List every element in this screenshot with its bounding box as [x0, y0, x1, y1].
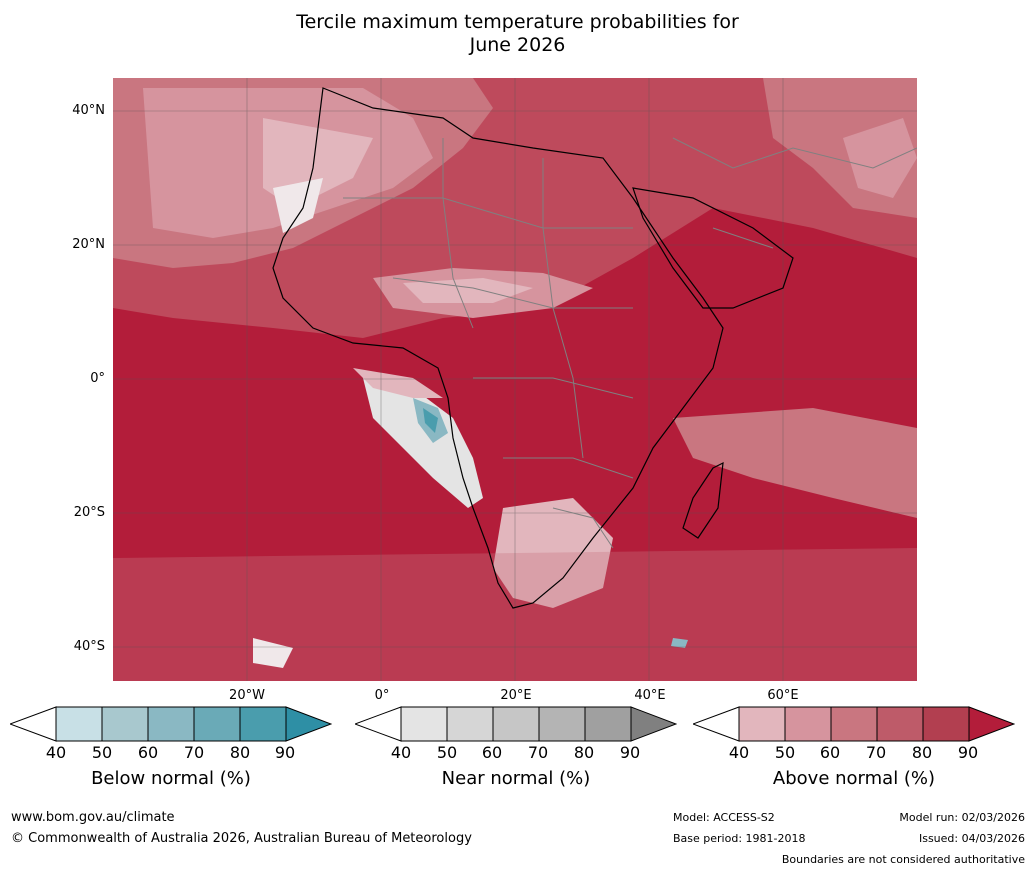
- lat-label-20s: 20°S: [73, 505, 105, 520]
- above-normal-70-indian: [673, 408, 917, 518]
- tick-above-90: 90: [957, 743, 979, 762]
- cbar-below-min-tip: [8, 706, 57, 742]
- colorbar-near-normal: [353, 706, 678, 746]
- above-normal-50-angola: [353, 368, 443, 398]
- tick-near-70: 70: [527, 743, 549, 762]
- lat-label-40s: 40°S: [73, 639, 105, 654]
- arabia-coastline: [632, 187, 794, 309]
- cbar-near-min-tip: [353, 706, 402, 742]
- tick-below-90: 90: [274, 743, 296, 762]
- cbar-above-60: [784, 706, 832, 742]
- africa-coastline: [272, 87, 724, 609]
- tick-above-80: 80: [911, 743, 933, 762]
- lat-label-0: 0°: [90, 371, 105, 386]
- cbar-below-50: [55, 706, 103, 742]
- madagascar-coastline: [682, 461, 724, 539]
- cbar-below-80: [193, 706, 241, 742]
- country-borders: [343, 137, 917, 549]
- footer-model-run: Model run: 02/03/2026: [899, 811, 1025, 824]
- lon-label-40e: 40°E: [634, 688, 666, 703]
- map-title-line2: June 2026: [469, 34, 566, 56]
- below-normal-80-angola: [423, 408, 438, 433]
- cbar-above-min-tip: [691, 706, 740, 742]
- cbar-near-max-tip: [630, 706, 678, 742]
- cbar-near-80: [538, 706, 586, 742]
- above-normal-50-sahel: [403, 278, 533, 303]
- cbar-below-60: [101, 706, 149, 742]
- tick-below-60: 60: [137, 743, 159, 762]
- tick-above-70: 70: [865, 743, 887, 762]
- cbar-above-70: [830, 706, 878, 742]
- tick-below-80: 80: [229, 743, 251, 762]
- near-normal-angola-coast: [363, 378, 483, 508]
- lon-label-20e: 20°E: [500, 688, 532, 703]
- tick-near-40: 40: [390, 743, 412, 762]
- tick-above-60: 60: [819, 743, 841, 762]
- lat-label-40n: 40°N: [72, 103, 105, 118]
- probability-map: [113, 78, 917, 681]
- footer-disclaimer: Boundaries are not considered authoritat…: [781, 853, 1025, 866]
- above-normal-50-south-africa: [493, 498, 613, 608]
- lon-label-0: 0°: [374, 688, 390, 703]
- footer-website[interactable]: www.bom.gov.au/climate: [11, 810, 175, 825]
- map-title-line1: Tercile maximum temperature probabilitie…: [296, 11, 739, 33]
- colorbar-above-label: Above normal (%): [772, 768, 936, 789]
- cbar-below-max-tip: [285, 706, 333, 742]
- cbar-above-50: [738, 706, 786, 742]
- cbar-near-90: [584, 706, 632, 742]
- cbar-near-50: [400, 706, 448, 742]
- tick-below-40: 40: [45, 743, 67, 762]
- cbar-near-60: [446, 706, 494, 742]
- lat-label-20n: 20°N: [72, 237, 105, 252]
- tick-below-50: 50: [91, 743, 113, 762]
- lon-label-20w: 20°W: [229, 688, 265, 703]
- lon-label-60e: 60°E: [767, 688, 799, 703]
- footer-model: Model: ACCESS-S2: [673, 811, 775, 824]
- tick-above-50: 50: [774, 743, 796, 762]
- cbar-above-max-tip: [968, 706, 1016, 742]
- near-normal-south-atlantic: [253, 638, 293, 668]
- colorbar-above-normal: [691, 706, 1016, 746]
- cbar-below-90: [239, 706, 287, 742]
- footer-copyright: © Commonwealth of Australia 2026, Austra…: [11, 831, 472, 846]
- cbar-below-70: [147, 706, 195, 742]
- tick-near-50: 50: [436, 743, 458, 762]
- colorbar-below-label: Below normal (%): [91, 768, 251, 789]
- tick-above-40: 40: [728, 743, 750, 762]
- above-normal-60-east: [843, 118, 917, 198]
- footer-issued: Issued: 04/03/2026: [918, 832, 1025, 845]
- graticule: [113, 78, 917, 681]
- colorbar-below-normal: [8, 706, 333, 746]
- tick-near-60: 60: [481, 743, 503, 762]
- tick-near-80: 80: [573, 743, 595, 762]
- cbar-above-80: [876, 706, 924, 742]
- below-normal-south-indian: [671, 638, 688, 648]
- tick-below-70: 70: [183, 743, 205, 762]
- colorbar-near-label: Near normal (%): [441, 768, 591, 789]
- cbar-above-90: [922, 706, 970, 742]
- footer-base-period: Base period: 1981-2018: [673, 832, 806, 845]
- near-normal-west-coast: [273, 178, 323, 233]
- cbar-near-70: [492, 706, 540, 742]
- tick-near-90: 90: [619, 743, 641, 762]
